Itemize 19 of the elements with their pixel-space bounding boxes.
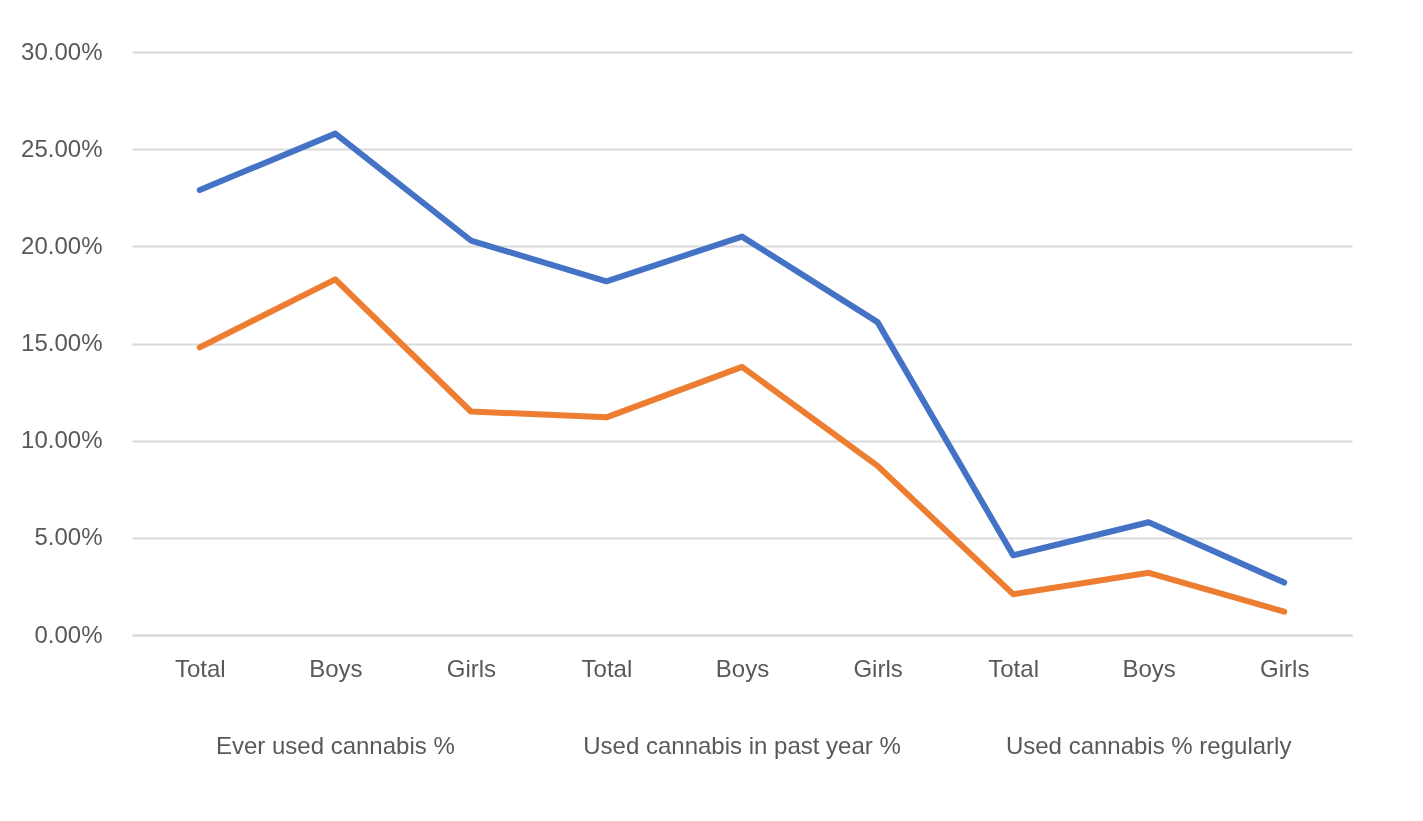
x-tick-label: Total: [174, 654, 226, 682]
y-tick-label: 25.00%: [21, 134, 103, 162]
y-tick-label: 15.00%: [21, 329, 103, 356]
x-tick-label: Girls: [853, 654, 903, 682]
x-tick-label: Total: [581, 654, 633, 682]
text: Ever used cannabis %: [215, 732, 455, 759]
x-tick-label: Boys: [309, 654, 363, 682]
y-tick-label: 0.00%: [34, 620, 103, 648]
y-tick-label: 20.00%: [21, 231, 103, 259]
y-tick-label: 30.00%: [21, 37, 103, 65]
x-tick-label: Boys: [1122, 654, 1176, 682]
text: Used cannabis % regularly: [1005, 732, 1292, 759]
y-tick-label: 10.00%: [21, 426, 103, 454]
y-tick-label: 5.00%: [34, 523, 103, 551]
x-tick-label: Total: [988, 654, 1039, 682]
x-tick-label: Girls: [1260, 654, 1310, 682]
x-tick-label: Boys: [715, 654, 770, 682]
x-tick-label: Girls: [446, 654, 497, 682]
text: Used cannabis in past year %: [583, 732, 901, 759]
